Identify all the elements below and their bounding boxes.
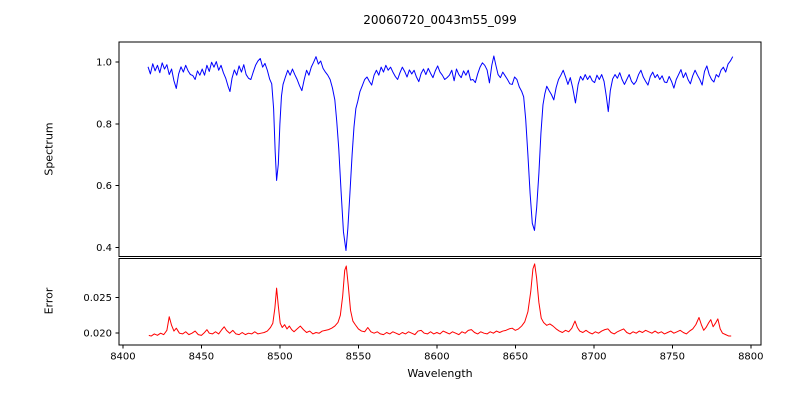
x-tick-label: 8750: [660, 352, 685, 363]
x-tick-label: 8450: [189, 352, 214, 363]
y-tick-label: 0.020: [83, 329, 112, 340]
x-tick-label: 8400: [110, 352, 135, 363]
y-tick-label: 1.0: [96, 58, 112, 69]
plot-title: 20060720_0043m55_099: [363, 13, 517, 27]
spectrum-frame: [118, 41, 762, 257]
error-frame: [118, 258, 762, 346]
x-tick-label: 8650: [503, 352, 528, 363]
y-tick-label: 0.8: [96, 119, 112, 130]
spectrum-panel: 0.4 0.6 0.8 1.0: [96, 41, 762, 257]
wavelength-x-axis-label: Wavelength: [407, 367, 473, 380]
y-tick-label: 0.4: [96, 243, 112, 254]
error-panel: 0.020 0.025 8400 8450 8500 8550 8600 8650 8700 87…: [83, 258, 764, 363]
error-line: [148, 263, 732, 337]
x-tick-label: 8800: [738, 352, 763, 363]
x-tick-label: 8550: [346, 352, 371, 363]
x-tick-label: 8500: [267, 352, 292, 363]
y-tick-label: 0.025: [83, 293, 112, 304]
spectrum-y-axis-label: Spectrum: [42, 122, 56, 176]
x-tick-label: 8700: [581, 352, 606, 363]
error-y-axis-label: Error: [42, 287, 56, 315]
x-tick-label: 8600: [424, 352, 449, 363]
spectrum-line: [147, 55, 734, 251]
y-tick-label: 0.6: [96, 181, 112, 192]
